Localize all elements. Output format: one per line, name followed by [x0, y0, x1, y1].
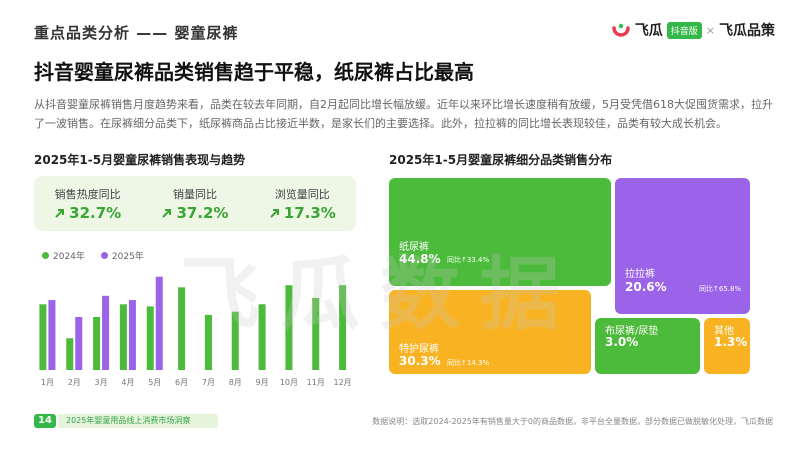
legend-label: 2024年: [53, 252, 85, 262]
bar-2024年-1月: [39, 304, 47, 370]
feigua-logo-icon: [612, 23, 630, 37]
bar-2024年-9月: [258, 304, 266, 370]
bar-2024年-8月: [231, 311, 239, 370]
kpi-sales-heat: 销售热度同比 32.7%: [34, 176, 141, 231]
treemap-cell: 布尿裤/尿垫 3.0%: [595, 318, 700, 374]
treemap-yoy: 同比↑33.4%: [447, 256, 490, 264]
treemap-value: 44.8%: [399, 252, 441, 266]
treemap-label: 拉拉裤: [625, 269, 655, 280]
kpi-value: 17.3%: [283, 203, 336, 222]
treemap-cell: 特护尿裤 30.3% 同比↑14.3%: [389, 290, 591, 374]
bar-2024年-5月: [146, 306, 154, 370]
treemap-label: 其他: [714, 326, 734, 337]
kpi-label: 浏览量同比: [274, 187, 330, 201]
treemap-label: 布尿裤/尿垫: [605, 326, 659, 337]
brand: 飞瓜 抖音版 × 飞瓜品策: [611, 20, 775, 40]
legend-dot: [42, 252, 49, 259]
arrow-up-icon: [162, 208, 172, 218]
brand-name: 飞瓜: [634, 23, 663, 39]
arrow-up-icon: [270, 208, 279, 218]
bar-2025年-5月: [155, 276, 163, 370]
arrow-up-icon: [55, 208, 65, 218]
brand-tag: 抖音版: [666, 21, 702, 39]
bar-2025年-2月: [75, 317, 83, 370]
x-tick-label: 12月: [333, 378, 351, 387]
x-tick-label: 9月: [256, 378, 269, 387]
treemap-value: 1.3%: [714, 335, 748, 349]
treemap-cell: 拉拉裤 20.6% 同比↑65.8%: [615, 178, 750, 314]
kpi-views: 浏览量同比 17.3%: [249, 176, 356, 231]
legend-item-2025: 2025年: [100, 249, 144, 262]
bar-2024年-6月: [178, 287, 186, 370]
section-title: 重点品类分析 —— 婴童尿裤: [34, 24, 239, 42]
treemap-yoy: 同比↑14.3%: [447, 359, 490, 367]
legend-item-2024: 2024年: [42, 249, 85, 262]
bar-2024年-12月: [339, 285, 347, 370]
bar-2025年-1月: [48, 300, 56, 370]
treemap-value: 20.6%: [625, 280, 667, 294]
x-tick-label: 7月: [202, 378, 215, 387]
x-tick-label: 5月: [148, 378, 161, 387]
x-tick-label: 8月: [229, 378, 242, 387]
bar-2024年-7月: [204, 314, 212, 370]
bar-2025年-4月: [128, 300, 136, 370]
treemap-value: 3.0%: [605, 335, 639, 349]
report-name: 2025年婴童用品线上消费市场洞察: [58, 414, 218, 428]
kpi-label: 销售热度同比: [54, 187, 121, 201]
x-tick-label: 11月: [307, 378, 325, 387]
left-chart-title: 2025年1-5月婴童尿裤销售表现与趋势: [34, 153, 246, 167]
bar-2025年-3月: [102, 295, 110, 370]
x-tick-label: 6月: [175, 378, 188, 387]
brand-name-2: 飞瓜品策: [719, 23, 775, 39]
x-tick-label: 2月: [68, 378, 81, 387]
page-number: 14: [34, 414, 56, 428]
bar-2024年-2月: [66, 338, 74, 370]
bar-2024年-10月: [285, 285, 293, 370]
legend-dot: [100, 252, 108, 259]
bar-2024年-3月: [93, 317, 101, 370]
x-tick-label: 10月: [280, 378, 298, 387]
treemap-label: 纸尿裤: [399, 242, 429, 253]
kpi-value: 37.2%: [176, 203, 229, 222]
brand-separator: ×: [705, 23, 715, 37]
treemap-cell: 其他 1.3%: [704, 318, 750, 374]
treemap-value: 30.3%: [399, 354, 441, 368]
legend-label: 2025年: [111, 252, 144, 262]
treemap-yoy: 同比↑65.8%: [699, 285, 742, 293]
bar-2024年-4月: [119, 304, 127, 370]
kpi-value: 32.7%: [69, 203, 122, 222]
treemap-cell: 纸尿裤 44.8% 同比↑33.4%: [389, 178, 611, 286]
treemap-label: 特护尿裤: [399, 344, 439, 355]
main-title: 抖音婴童尿裤品类销售趋于平稳，纸尿裤占比最高: [34, 60, 474, 84]
bar-2024年-11月: [312, 297, 320, 370]
kpi-panel: 销售热度同比 32.7% 销量同比 37.2% 浏览量同比 17.3%: [34, 176, 356, 231]
x-tick-label: 1月: [41, 378, 54, 387]
data-note: 数据说明：选取2024-2025年有销售量大于0的商品数据，非平台全量数据，部分…: [372, 417, 773, 426]
chart-legend: 2024年 2025年: [42, 249, 144, 262]
x-tick-label: 4月: [121, 378, 134, 387]
description: 从抖音婴童尿裤销售月度趋势来看，品类在较去年同期，自2月起同比增长幅放缓。近年以…: [34, 98, 773, 130]
category-treemap: 纸尿裤 44.8% 同比↑33.4% 拉拉裤 20.6% 同比↑65.8% 特护尿裤 30.3…: [389, 178, 750, 374]
kpi-label: 销量同比: [172, 187, 217, 201]
kpi-sales-volume: 销量同比 37.2%: [141, 176, 248, 231]
monthly-bar-chart: 1月 2月 3月 4月 5月 6月 7月 8月 9月 10月 11月 12月: [39, 276, 352, 387]
x-tick-label: 3月: [95, 378, 108, 387]
right-chart-title: 2025年1-5月婴童尿裤细分品类销售分布: [389, 153, 613, 167]
